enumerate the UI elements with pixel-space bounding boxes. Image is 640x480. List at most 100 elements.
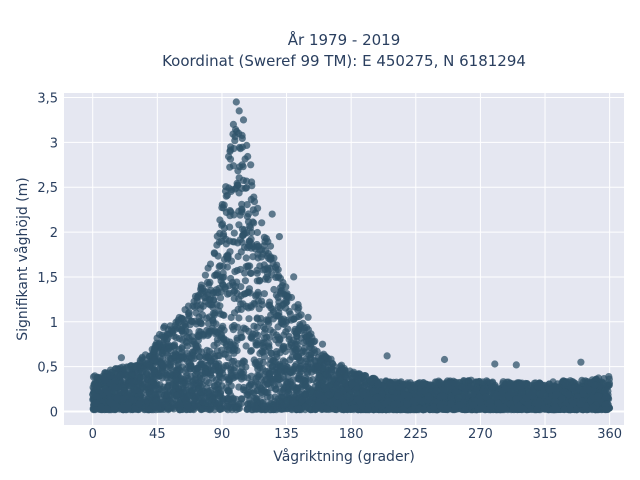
data-point: [518, 388, 526, 396]
data-point: [171, 376, 180, 384]
data-point: [266, 326, 274, 334]
data-point: [203, 346, 211, 354]
data-point: [238, 134, 246, 142]
data-point: [253, 314, 261, 322]
data-point: [243, 405, 251, 414]
data-point: [239, 163, 247, 171]
data-point: [119, 383, 127, 392]
data-point: [341, 372, 349, 380]
data-point: [210, 355, 218, 363]
data-point: [259, 323, 268, 331]
data-point: [228, 357, 236, 366]
data-point: [235, 174, 243, 182]
data-point: [235, 189, 243, 197]
data-point: [272, 336, 280, 344]
data-point: [139, 382, 147, 391]
data-point: [524, 401, 532, 409]
data-point: [302, 357, 310, 365]
data-point: [275, 298, 283, 306]
data-point: [259, 359, 267, 367]
data-point: [247, 372, 255, 380]
data-point: [258, 246, 266, 254]
data-point: [526, 381, 535, 390]
data-point: [291, 303, 299, 311]
data-point: [488, 383, 496, 391]
data-point: [244, 152, 252, 161]
data-point: [173, 400, 181, 408]
data-point: [259, 266, 267, 274]
data-point: [287, 341, 296, 349]
data-point: [313, 347, 321, 355]
data-point: [338, 367, 346, 375]
data-point: [385, 405, 393, 413]
data-point: [164, 345, 172, 353]
data-point: [226, 163, 234, 171]
data-point: [270, 285, 278, 294]
data-point: [213, 301, 221, 309]
data-point: [265, 340, 273, 348]
data-point: [201, 394, 209, 402]
data-point: [419, 379, 427, 387]
data-point: [323, 370, 331, 378]
data-point: [536, 390, 544, 398]
data-point: [246, 222, 254, 230]
data-point: [188, 386, 196, 394]
data-point: [274, 374, 282, 382]
data-point: [234, 305, 242, 314]
data-point: [253, 405, 261, 413]
data-point: [238, 238, 246, 246]
data-point: [231, 137, 239, 145]
data-point: [218, 274, 227, 282]
data-point: [151, 356, 159, 364]
data-point: [229, 326, 237, 334]
data-point: [286, 356, 294, 364]
data-point: [201, 271, 209, 279]
data-point: [194, 336, 202, 344]
data-point: [230, 229, 238, 237]
data-point: [247, 269, 255, 278]
data-point: [275, 360, 283, 368]
data-point: [444, 380, 452, 388]
data-point: [169, 352, 177, 360]
chart-title-line2: Koordinat (Sweref 99 TM): E 450275, N 61…: [162, 52, 526, 70]
data-point: [250, 322, 258, 330]
data-point: [210, 250, 219, 258]
data-point: [505, 393, 513, 401]
data-point: [274, 312, 282, 320]
data-point: [482, 393, 490, 401]
data-point: [213, 269, 221, 277]
data-point: [451, 388, 459, 396]
data-point: [234, 181, 242, 189]
data-point: [258, 219, 266, 227]
data-point: [221, 350, 229, 358]
data-point: [225, 387, 233, 395]
data-point: [324, 391, 333, 399]
data-point: [220, 335, 228, 343]
data-point: [367, 378, 375, 386]
data-point: [361, 372, 370, 380]
data-point: [263, 316, 271, 324]
data-point: [128, 371, 136, 379]
data-point: [307, 344, 315, 352]
data-point: [252, 358, 260, 366]
data-point: [188, 317, 196, 326]
data-point: [260, 233, 268, 241]
data-point: [266, 370, 274, 378]
data-point: [605, 379, 614, 387]
data-point: [236, 145, 244, 153]
data-point: [183, 349, 191, 357]
data-point: [179, 380, 187, 388]
data-point: [242, 254, 250, 262]
data-point: [227, 366, 235, 374]
data-point: [558, 395, 566, 403]
data-point: [316, 356, 324, 364]
data-point: [291, 399, 299, 407]
data-point: [227, 274, 235, 283]
data-point: [120, 365, 128, 373]
data-point: [223, 191, 231, 199]
data-point: [99, 372, 107, 380]
data-point: [155, 340, 163, 348]
data-point: [274, 266, 282, 274]
data-point: [235, 221, 243, 229]
data-point: [288, 347, 297, 355]
